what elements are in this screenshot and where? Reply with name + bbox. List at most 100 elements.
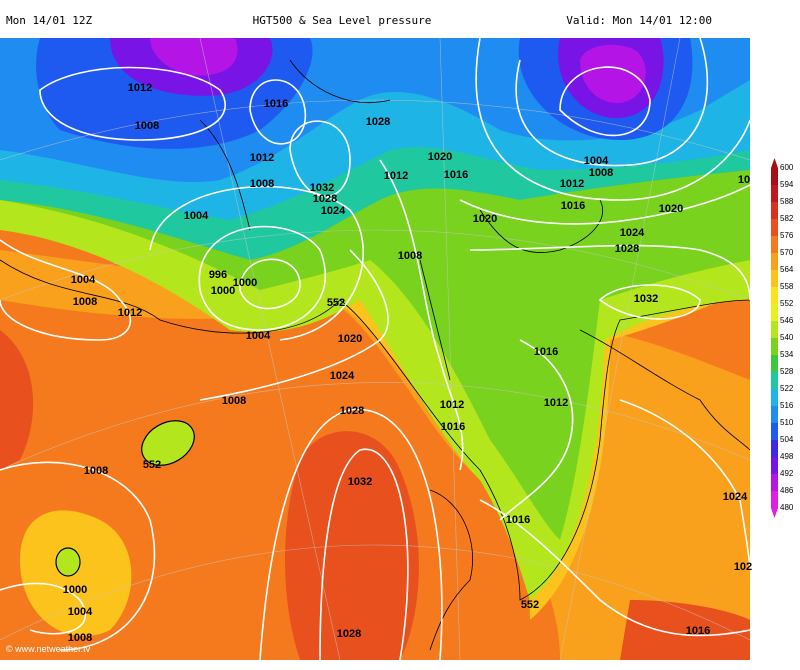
colorbar-label: 486 — [780, 486, 794, 495]
isobar-label: 996 — [209, 269, 227, 281]
contour-552 — [0, 259, 750, 601]
isobar — [149, 185, 364, 341]
isobar-label: 1024 — [723, 491, 748, 503]
colorbar-label: 534 — [780, 350, 794, 359]
isobar-label: 1008 — [222, 395, 246, 407]
isobar-label: 1032 — [310, 182, 334, 194]
graticule — [0, 38, 750, 660]
isobar — [199, 249, 389, 401]
colorbar-swatch — [771, 202, 778, 220]
isobar-label: 1016 — [561, 200, 585, 212]
colorbar-swatch — [771, 440, 778, 458]
isobar-label: 1028 — [615, 243, 639, 255]
isobar — [475, 38, 750, 201]
colorbar-label: 564 — [780, 265, 794, 274]
isobar-label: 1008 — [250, 178, 274, 190]
fill-red-west — [0, 330, 34, 470]
colorbar-label: 492 — [780, 469, 794, 478]
header-left: Mon 14/01 12Z — [6, 14, 92, 27]
fill-purple — [110, 38, 664, 119]
isobar — [479, 499, 750, 637]
isobar — [249, 79, 306, 145]
fill-low-green — [55, 547, 81, 577]
isobar-label: 552 — [327, 297, 345, 309]
colorbar-swatch — [771, 372, 778, 390]
isobar-label: 1016 — [534, 346, 558, 358]
isobars — [0, 38, 750, 660]
colorbar-swatch — [771, 321, 778, 339]
fill-red-east — [620, 600, 750, 660]
graticule-line — [0, 544, 750, 641]
colorbar-swatch — [771, 253, 778, 271]
graticule-line — [199, 38, 341, 660]
watermark: © www.netweather.tv — [6, 644, 91, 654]
colorbar-label: 552 — [780, 299, 794, 308]
colorbar-cap — [771, 508, 778, 518]
isobar-label: 1008 — [398, 250, 422, 262]
isobar-label: 1032 — [634, 293, 658, 305]
isobar-label: 1024 — [321, 205, 346, 217]
isobar-label: 1020 — [338, 333, 362, 345]
isobar-label: 1016 — [444, 169, 468, 181]
graticule-line — [559, 38, 681, 660]
isobar-label: 1024 — [620, 227, 645, 239]
colorbar-label: 540 — [780, 333, 794, 342]
isobar-label: 1012 — [560, 178, 584, 190]
isobar-label: 1012 — [544, 397, 568, 409]
colorbar-swatch — [771, 338, 778, 356]
colorbar-cap — [771, 158, 778, 168]
isobar-label: 1028 — [340, 405, 364, 417]
colorbar-label: 504 — [780, 435, 794, 444]
colorbar-label: 510 — [780, 418, 794, 427]
colorbar-label: 558 — [780, 282, 794, 291]
isobar-label: 1028 — [313, 193, 337, 205]
isobar-label: 1028 — [366, 116, 390, 128]
isobar — [289, 120, 351, 198]
colorbar-swatch — [771, 270, 778, 288]
colorbar-swatch — [771, 355, 778, 373]
colorbar-swatch — [771, 219, 778, 237]
colorbar-swatch — [771, 304, 778, 322]
isobar-label: 1000 — [211, 285, 235, 297]
isobar-label: 1024 — [330, 370, 355, 382]
colorbar-label: 480 — [780, 503, 794, 512]
isobar-label: 1016 — [441, 421, 465, 433]
isobar — [0, 461, 156, 651]
isobar — [198, 225, 327, 331]
isobar-label: 552 — [521, 599, 539, 611]
isobar — [499, 339, 574, 521]
colorbar-swatch — [771, 287, 778, 305]
isobar — [379, 159, 464, 471]
isobar — [259, 408, 443, 660]
isobar-label: 1016 — [506, 514, 530, 526]
graticule-line — [439, 38, 461, 660]
coastlines — [0, 59, 750, 651]
isobar — [319, 448, 409, 660]
isobar-label: 10 — [738, 174, 750, 186]
isobar — [0, 582, 87, 635]
colorbar: 600 594 588 582 576 570 564 558 552 546 540 534 528 5… — [771, 158, 794, 518]
colorbar-swatch — [771, 389, 778, 407]
isobar — [619, 399, 750, 571]
isobar-label: 1032 — [348, 476, 372, 488]
isobar-label: 1008 — [84, 465, 108, 477]
isobar — [598, 284, 701, 320]
fill-cutoff-green — [141, 420, 195, 466]
header-center: HGT500 & Sea Level pressure — [253, 14, 432, 27]
isobar — [39, 66, 226, 141]
colorbar-label: 528 — [780, 367, 794, 376]
colorbar-label: 594 — [780, 180, 794, 189]
isobar-label: 552 — [143, 459, 161, 471]
isobar-label: 1020 — [659, 203, 683, 215]
isobar-label: 1004 — [184, 210, 209, 222]
isobar-label: 1004 — [68, 606, 93, 618]
colorbar-label: 546 — [780, 316, 794, 325]
isobar — [559, 66, 651, 137]
colorbar-label: 582 — [780, 214, 794, 223]
isobar — [469, 244, 750, 301]
isobar-label: 1004 — [71, 274, 96, 286]
colorbar-swatch — [771, 457, 778, 475]
colorbar-swatch — [771, 236, 778, 254]
